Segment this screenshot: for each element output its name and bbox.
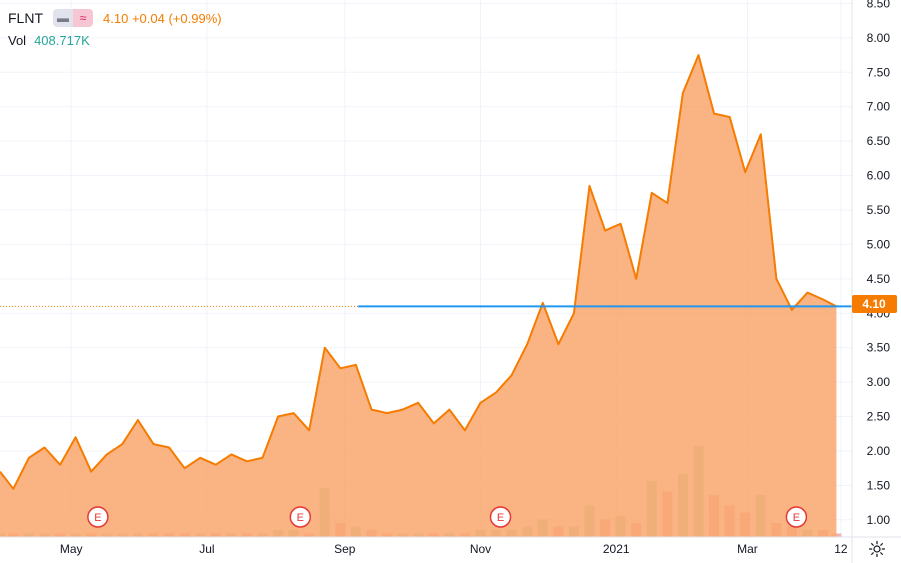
price-change: +0.04 <box>131 10 165 26</box>
price-axis[interactable]: 8.508.007.507.006.506.005.505.004.504.00… <box>867 0 891 527</box>
y-tick-label: 7.00 <box>867 100 891 114</box>
price-change-percent: (+0.99%) <box>168 10 222 26</box>
volume-value: 408.717K <box>34 32 90 48</box>
volume-bar <box>831 533 842 537</box>
earnings-marker-label: E <box>297 512 304 524</box>
earnings-marker[interactable]: E <box>87 506 109 528</box>
y-tick-label: 6.50 <box>867 134 891 148</box>
gear-icon <box>868 540 886 558</box>
y-tick-label: 6.00 <box>867 169 891 183</box>
time-axis[interactable]: May Jul Sep Nov 2021 Mar 12 <box>60 542 848 556</box>
earnings-marker[interactable]: E <box>489 506 512 528</box>
earnings-marker-label: E <box>497 512 504 524</box>
x-tick-label: 12 <box>834 542 848 556</box>
x-tick-label: Sep <box>334 542 356 556</box>
y-tick-label: 5.50 <box>867 203 891 217</box>
earnings-marker[interactable]: E <box>785 506 808 528</box>
y-tick-label: 3.00 <box>867 375 891 389</box>
last-price-tag-text: 4.10 <box>862 297 886 311</box>
last-price: 4.10 <box>103 10 129 26</box>
x-tick-label: 2021 <box>603 542 630 556</box>
y-tick-label: 7.50 <box>867 65 891 79</box>
x-tick-label: Mar <box>737 542 758 556</box>
x-tick-label: May <box>60 542 83 556</box>
chart-settings-button[interactable] <box>864 536 890 562</box>
y-tick-label: 2.00 <box>867 444 891 458</box>
earnings-marker-label: E <box>793 512 800 524</box>
legend: FLNT ▬ ≈ 4.10 +0.04 (+0.99%) Vol 408.717… <box>8 7 222 51</box>
legend-main-row: FLNT ▬ ≈ 4.10 +0.04 (+0.99%) <box>8 7 222 29</box>
price-line <box>0 54 837 490</box>
x-tick-label: Nov <box>470 542 491 556</box>
earnings-marker-label: E <box>94 512 101 524</box>
y-tick-label: 4.50 <box>867 272 891 286</box>
symbol-label[interactable]: FLNT <box>8 10 43 26</box>
x-tick-label: Jul <box>199 542 214 556</box>
y-tick-label: 8.00 <box>867 31 891 45</box>
earnings-marker[interactable]: E <box>289 506 312 528</box>
last-price-tag: 4.10 <box>852 295 897 313</box>
price-area-series <box>0 54 837 537</box>
y-tick-label: 2.50 <box>867 410 891 424</box>
series-controls: ▬ ≈ <box>53 9 93 27</box>
y-tick-label: 5.00 <box>867 237 891 251</box>
approx-icon[interactable]: ≈ <box>73 9 93 27</box>
y-tick-label: 3.50 <box>867 341 891 355</box>
y-tick-label: 8.50 <box>867 0 891 10</box>
minus-icon[interactable]: ▬ <box>53 9 73 27</box>
y-tick-label: 1.50 <box>867 478 891 492</box>
volume-label: Vol <box>8 32 27 48</box>
legend-volume-row: Vol 408.717K <box>8 29 222 51</box>
price-area-fill <box>0 55 837 537</box>
y-tick-label: 1.00 <box>867 513 891 527</box>
